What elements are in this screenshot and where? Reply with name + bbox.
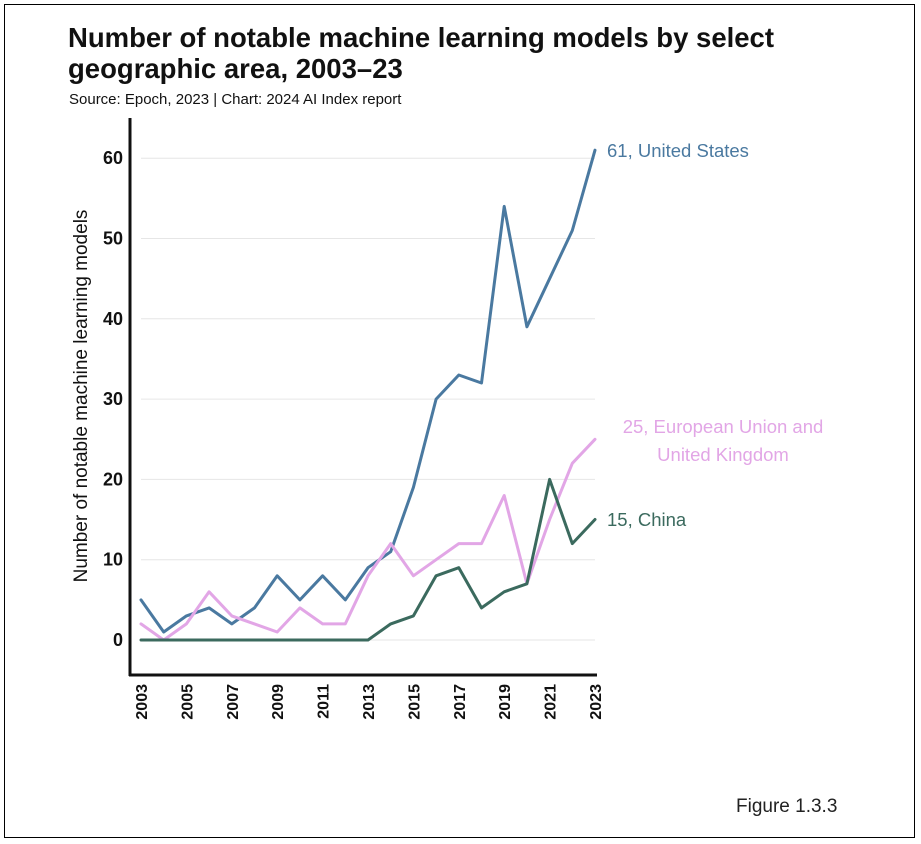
x-tick-label: 2023 xyxy=(588,684,605,720)
series-end-labels: 61, United States 25, European Union and U… xyxy=(607,140,823,530)
figure-number: Figure 1.3.3 xyxy=(736,796,838,817)
series-end-label: United Kingdom xyxy=(657,444,789,465)
x-tick-label: 2013 xyxy=(361,684,378,720)
series-end-label: 15, China xyxy=(607,509,687,530)
chart-title: Number of notable machine learning model… xyxy=(68,22,775,84)
x-tick-label: 2019 xyxy=(497,684,514,720)
y-tick-label: 40 xyxy=(103,309,123,329)
series-end-label: 61, United States xyxy=(607,140,749,161)
x-tick-labels: 2003 2005 2007 2009 2011 2013 2015 2017 2019 2021… xyxy=(134,684,605,720)
axes xyxy=(128,118,597,677)
x-tick-label: 2007 xyxy=(225,684,242,720)
x-tick-label: 2017 xyxy=(452,684,469,720)
figure-frame xyxy=(4,4,915,838)
x-tick-label: 2015 xyxy=(406,684,423,720)
x-tick-label: 2005 xyxy=(179,684,196,720)
x-tick-label: 2003 xyxy=(134,684,151,720)
y-tick-labels: 0 10 20 30 40 50 60 xyxy=(103,148,123,650)
series-lines xyxy=(139,148,597,642)
x-tick-label: 2009 xyxy=(270,684,287,720)
x-tick-label: 2021 xyxy=(543,684,560,720)
y-tick-label: 0 xyxy=(113,630,123,650)
y-tick-label: 30 xyxy=(103,389,123,409)
series-line-0 xyxy=(139,148,597,634)
y-tick-label: 20 xyxy=(103,469,123,489)
y-tick-label: 50 xyxy=(103,229,123,249)
y-axis-title: Number of notable machine learning model… xyxy=(71,210,92,583)
y-tick-label: 60 xyxy=(103,148,123,168)
series-line-1 xyxy=(139,437,597,642)
y-tick-label: 10 xyxy=(103,550,123,570)
x-tick-label: 2011 xyxy=(316,684,333,719)
chart-source: Source: Epoch, 2023 | Chart: 2024 AI Ind… xyxy=(69,91,402,108)
series-line-2 xyxy=(139,477,597,642)
series-end-label: 25, European Union and xyxy=(623,416,824,437)
